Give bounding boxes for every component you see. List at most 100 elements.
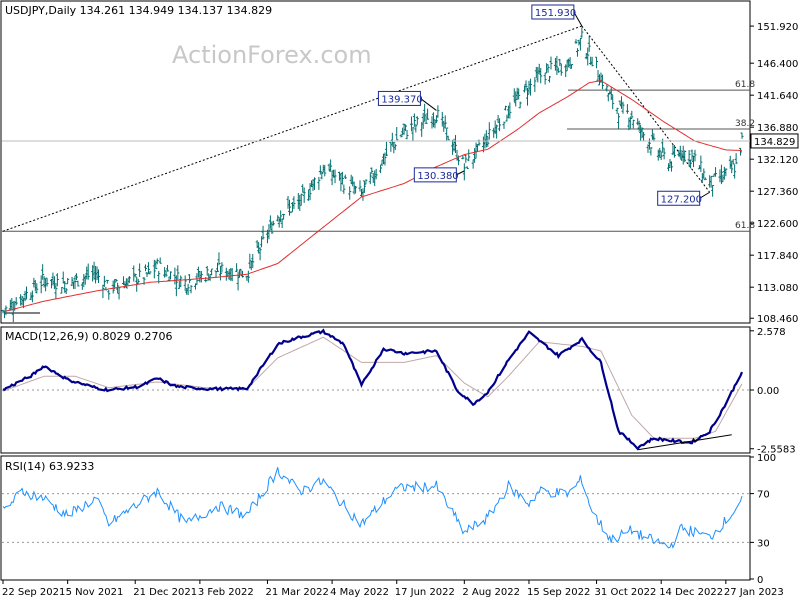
ohlc-bar (731, 159, 735, 165)
ohlc-bar (383, 152, 387, 166)
ohlc-bar (683, 150, 687, 163)
ohlc-bar (218, 266, 222, 281)
price-callout: 151.930 (531, 4, 583, 27)
ohlc-bar (461, 155, 465, 160)
price-y-tick-label: 136.880 (757, 123, 798, 134)
ohlc-bar (158, 257, 162, 264)
ohlc-bar (702, 168, 706, 179)
ohlc-bar (205, 265, 209, 276)
ohlc-bar (678, 145, 682, 159)
ohlc-bar (183, 275, 187, 291)
ohlc-bar (693, 149, 697, 162)
fib-levels: 61.8 38.2 61.8 (2, 80, 755, 232)
price-y-axis: 151.920 146.400 141.640 136.880 132.120 127.3… (750, 22, 798, 325)
price-y-tick-label: 151.920 (757, 22, 798, 33)
ohlc-bar (168, 271, 172, 280)
ohlc-bar (267, 224, 271, 240)
ohlc-bar (631, 119, 635, 129)
ohlc-bar (179, 275, 183, 288)
ohlc-bar (578, 37, 582, 51)
ohlc-bar (54, 282, 58, 299)
ohlc-bar (146, 262, 150, 274)
ohlc-bar (60, 286, 64, 294)
price-header: USDJPY,Daily 134.261 134.949 134.137 134… (5, 4, 272, 17)
ohlc-bar (574, 39, 578, 45)
ohlc-bar (445, 127, 449, 142)
ohlc-bar (217, 252, 221, 266)
ohlc-bar (558, 58, 562, 67)
ohlc-bar (590, 56, 594, 67)
ohlc-bar (166, 264, 170, 272)
x-tick-label: 21 Dec 2021 (133, 587, 197, 598)
price-callout: 127.200 (657, 190, 710, 206)
ohlc-bar (426, 108, 430, 120)
fib-label: 61.8 (735, 80, 755, 90)
ohlc-bar (443, 115, 447, 129)
ohlc-bar (86, 263, 90, 280)
ohlc-bar (220, 262, 224, 273)
ohlc-bar (586, 47, 590, 66)
ohlc-bar (292, 196, 296, 209)
ohlc-bar (528, 78, 532, 96)
ohlc-bar (379, 165, 383, 174)
ohlc-bar (724, 168, 728, 177)
macd-y-tick-label: -2.5583 (757, 445, 796, 456)
ohlc-bar (412, 113, 416, 127)
moving-average-line (2, 80, 743, 313)
ohlc-bar (605, 84, 609, 92)
ohlc-bar (66, 278, 70, 285)
ohlc-bar (699, 155, 703, 173)
ohlc-bar (333, 169, 337, 184)
ohlc-bar (362, 180, 366, 193)
rsi-y-tick-label: 100 (757, 453, 776, 464)
ohlc-bar (440, 111, 444, 127)
ohlc-bar (409, 116, 413, 132)
ohlc-bar (4, 305, 8, 316)
ohlc-bar (549, 56, 553, 70)
price-y-tick-label: 132.120 (757, 155, 798, 166)
x-tick-label: 22 Sep 2021 (2, 587, 65, 598)
price-y-tick-label: 108.460 (757, 314, 798, 325)
ohlc-bar (539, 67, 543, 84)
ohlc-bar (299, 193, 303, 206)
x-tick-label: 14 Dec 2022 (659, 587, 723, 598)
ohlc-bar (414, 123, 418, 133)
ohlc-bar (714, 167, 718, 177)
ohlc-bar (467, 149, 471, 162)
ohlc-bar (287, 199, 291, 216)
ohlc-bar (423, 103, 427, 122)
ohlc-bar (652, 133, 656, 142)
ohlc-bar (625, 104, 629, 114)
x-tick-label: 5 Nov 2021 (66, 587, 124, 598)
ohlc-bar (342, 184, 346, 194)
ohlc-bar (546, 64, 550, 73)
ohlc-bar (621, 101, 625, 114)
ohlc-bar (611, 95, 615, 110)
rsi-panel-frame (0, 455, 751, 581)
ohlc-bar (164, 270, 168, 277)
ohlc-bar (174, 275, 178, 297)
ohlc-bar (669, 161, 673, 172)
ohlc-bar (23, 290, 27, 302)
price-panel: 151.920 146.400 141.640 136.880 132.120 127.3… (0, 0, 799, 325)
ohlc-bar (436, 105, 440, 118)
ohlc-bar (176, 265, 180, 281)
price-y-tick-label: 146.400 (757, 59, 798, 70)
ohlc-bar (518, 101, 522, 109)
ohlc-bar (282, 213, 286, 220)
ohlc-bar (703, 177, 707, 181)
ohlc-bar (216, 262, 220, 272)
ohlc-bar (548, 75, 552, 83)
ohlc-bar (495, 124, 499, 139)
ohlc-bar (395, 127, 399, 141)
ohlc-bar (148, 271, 152, 275)
ohlc-bar (689, 159, 693, 169)
macd-main-line (2, 328, 744, 451)
ohlc-bar (41, 264, 45, 280)
ohlc-bar (312, 177, 316, 190)
ohlc-bar (555, 55, 559, 75)
x-tick-label: 31 Oct 2022 (595, 587, 657, 598)
ohlc-bar (138, 263, 142, 277)
ohlc-bar (733, 164, 737, 179)
ohlc-bar (144, 264, 148, 272)
